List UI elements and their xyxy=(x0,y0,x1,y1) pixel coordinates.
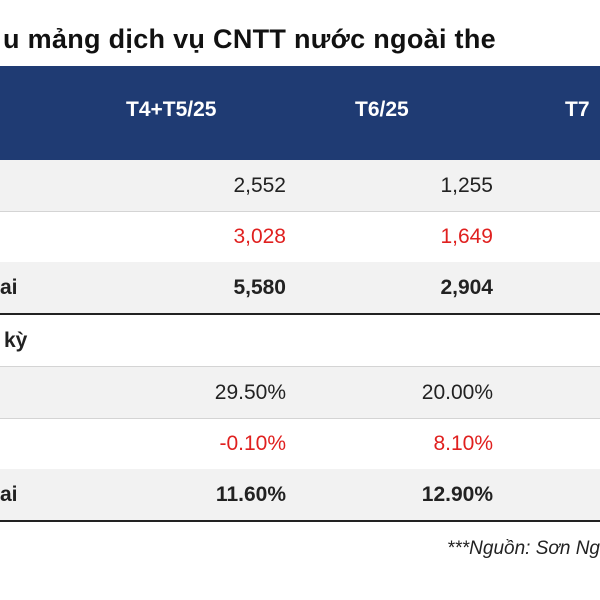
cell-t6: 12.90% xyxy=(421,483,493,506)
table-row: -0.10% 8.10% xyxy=(0,418,600,470)
cell-t6: 8.10% xyxy=(433,432,493,455)
cell-t4-t5: 2,552 xyxy=(233,174,286,197)
table-row-total: ai 11.60% 12.90% xyxy=(0,469,600,522)
table-title: u mảng dịch vụ CNTT nước ngoài the xyxy=(0,22,600,62)
cell-t4-t5: 11.60% xyxy=(215,483,286,506)
table-row: 3,028 1,649 xyxy=(0,211,600,263)
column-header-t4-t5: T4+T5/25 xyxy=(126,98,217,121)
cell-t4-t5: -0.10% xyxy=(219,432,286,455)
column-header-t6: T6/25 xyxy=(355,98,409,121)
row-label: ai xyxy=(0,276,18,299)
cell-t4-t5: 3,028 xyxy=(233,225,286,248)
table-row-total: ai 5,580 2,904 xyxy=(0,262,600,315)
source-note: ***Nguồn: Sơn Ng xyxy=(446,538,600,559)
column-header-t7: T7 xyxy=(565,98,590,121)
cell-t6: 1,649 xyxy=(440,225,493,248)
cell-t6: 2,904 xyxy=(440,276,493,299)
table-row: 2,552 1,255 xyxy=(0,160,600,212)
section-row: kỳ xyxy=(0,315,600,367)
cell-t6: 1,255 xyxy=(440,174,493,197)
cell-t6: 20.00% xyxy=(421,381,493,404)
table-header: T4+T5/25 T6/25 T7 xyxy=(0,66,600,160)
table-row: 29.50% 20.00% xyxy=(0,367,600,419)
cell-t4-t5: 5,580 xyxy=(233,276,286,299)
table-title-text: u mảng dịch vụ CNTT nước ngoài the xyxy=(3,24,496,54)
cell-t4-t5: 29.50% xyxy=(214,381,286,404)
row-label: ai xyxy=(0,483,18,506)
section-label: kỳ xyxy=(4,329,28,352)
